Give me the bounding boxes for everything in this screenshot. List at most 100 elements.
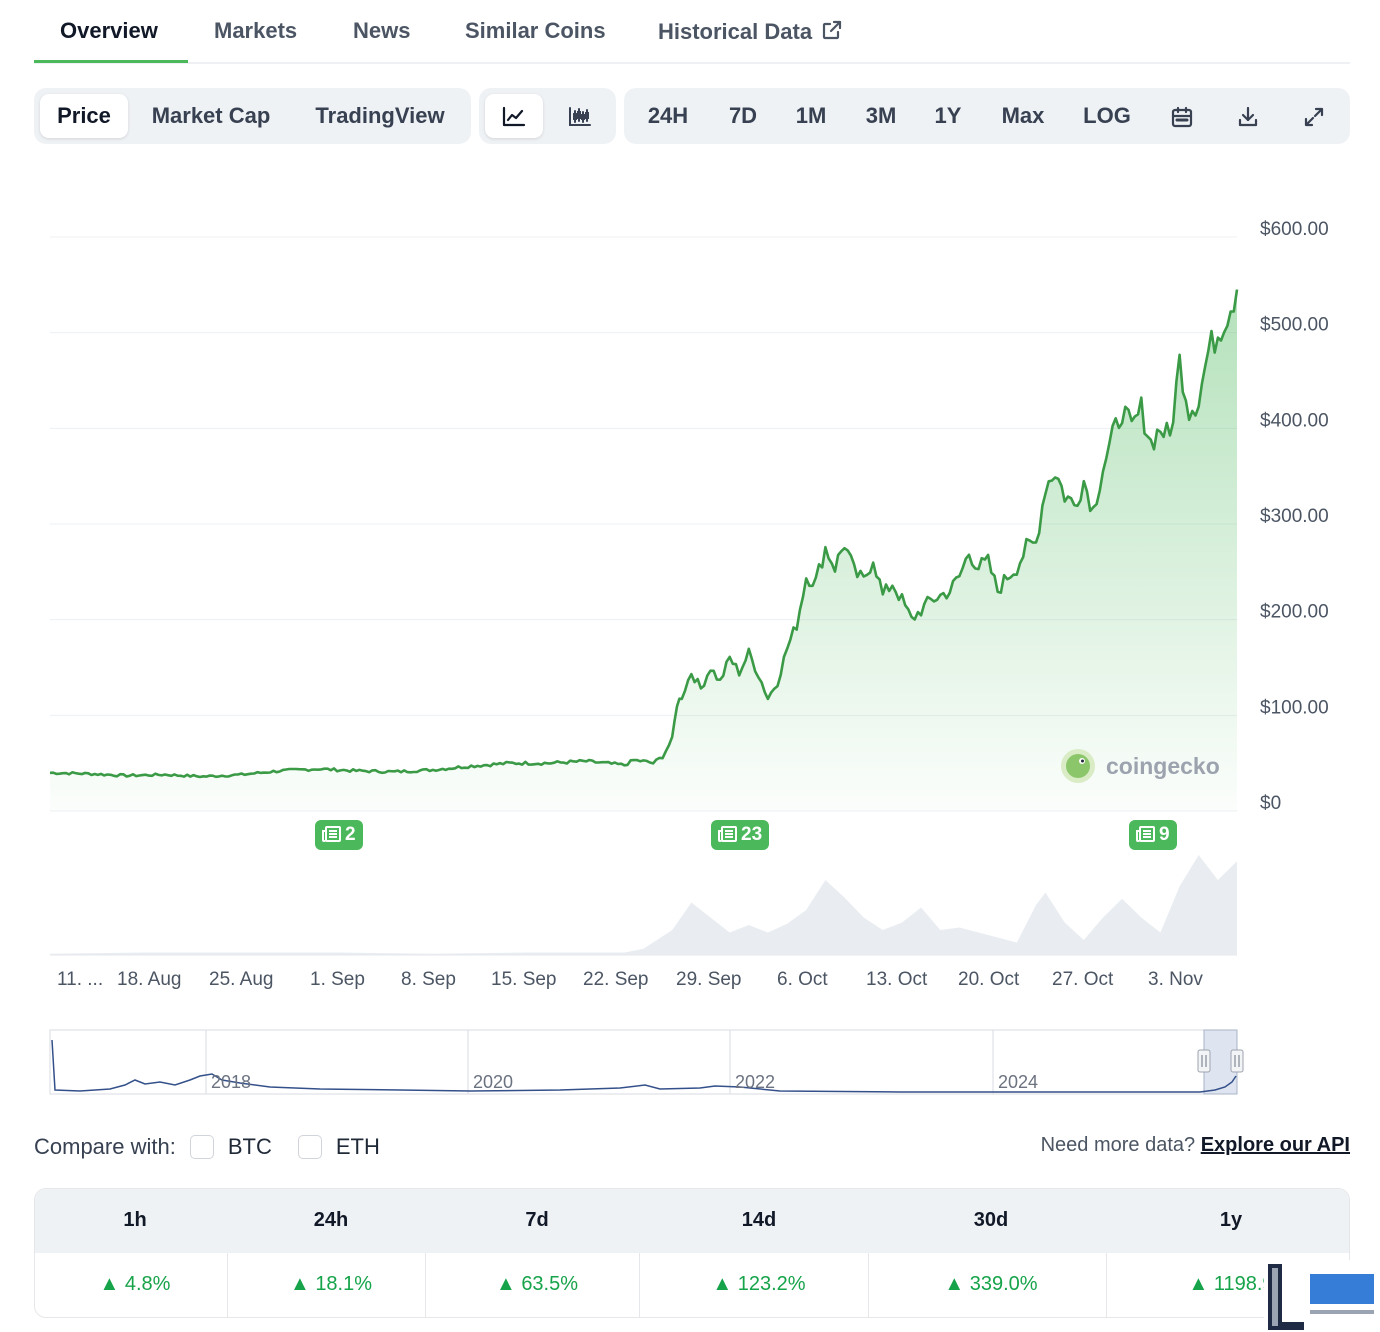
price-line	[49, 289, 1239, 779]
line-chart-icon	[502, 107, 526, 127]
external-link-icon	[820, 18, 844, 48]
change-24h: ▲ 18.1%	[231, 1273, 431, 1296]
eth-checkbox[interactable]	[297, 1135, 322, 1159]
y-tick-label: $100.00	[1260, 697, 1329, 718]
newspaper-icon	[718, 826, 737, 842]
calendar-button[interactable]	[1158, 94, 1206, 138]
x-tick-label: 3. Nov	[1148, 969, 1203, 990]
column-divider	[639, 1253, 640, 1317]
caret-up-icon: ▲	[944, 1273, 965, 1295]
gecko-logo-icon	[1061, 749, 1095, 783]
active-tab-indicator	[34, 60, 188, 63]
change-14d: ▲ 123.2%	[639, 1273, 879, 1296]
change-1y: ▲ 1198.9	[1111, 1273, 1349, 1296]
header-1y: 1y	[1219, 1209, 1243, 1231]
corner-logo	[1264, 1260, 1380, 1332]
coingecko-watermark: coingecko	[1060, 748, 1220, 784]
fullscreen-button[interactable]	[1290, 94, 1338, 138]
news-count: 2	[345, 824, 356, 845]
change-value: 63.5%	[521, 1273, 579, 1295]
navigator-year-label: 2020	[473, 1072, 513, 1092]
range-max-button[interactable]: Max	[1001, 103, 1045, 128]
x-tick-label: 1. Sep	[310, 969, 365, 990]
x-tick-label: 8. Sep	[401, 969, 456, 990]
column-divider	[227, 1253, 228, 1317]
fullscreen-icon	[1304, 108, 1324, 127]
news-count: 9	[1159, 824, 1170, 845]
change-value: 18.1%	[315, 1273, 373, 1295]
performance-table: 1h 24h 7d 14d 30d 1y ▲ 4.8% ▲ 18.1% ▲ 63…	[34, 1188, 1350, 1318]
candlestick-icon	[569, 107, 591, 127]
x-tick-label: 20. Oct	[958, 969, 1020, 990]
navigator-grid	[205, 1030, 994, 1094]
tab-news[interactable]: News	[353, 18, 411, 43]
tab-markets[interactable]: Markets	[214, 18, 298, 43]
caret-up-icon: ▲	[495, 1273, 516, 1295]
x-tick-label: 13. Oct	[866, 969, 928, 990]
tab-similar-coins[interactable]: Similar Coins	[465, 18, 606, 43]
range-1m-button[interactable]: 1M	[795, 103, 827, 128]
watermark-text: coingecko	[1106, 752, 1220, 779]
chart-type-switch: Price Market Cap TradingView	[34, 88, 471, 144]
range-3m-button[interactable]: 3M	[865, 103, 897, 128]
price-button[interactable]: Price	[40, 94, 128, 138]
line-chart-button[interactable]	[485, 94, 543, 138]
change-value: 4.8%	[124, 1273, 171, 1295]
y-tick-label: $500.00	[1260, 315, 1329, 336]
header-14d: 14d	[741, 1209, 777, 1231]
x-axis-labels: 11. ... 18. Aug 25. Aug 1. Sep 8. Sep 15. Sep…	[57, 969, 1203, 990]
news-marker-2[interactable]: 23	[711, 820, 770, 850]
x-tick-label: 15. Sep	[491, 969, 557, 990]
tradingview-button[interactable]: TradingView	[315, 103, 445, 128]
header-24h: 24h	[313, 1209, 349, 1231]
price-area-fill	[50, 289, 1237, 812]
x-tick-label: 18. Aug	[117, 969, 181, 990]
volume-area	[50, 855, 1237, 955]
range-1y-button[interactable]: 1Y	[934, 103, 962, 128]
tab-historical-data-label: Historical Data	[658, 19, 813, 44]
eth-label: ETH	[335, 1134, 380, 1159]
change-1h: ▲ 4.8%	[35, 1273, 235, 1296]
api-promo: Need more data? Explore our API	[1041, 1134, 1350, 1157]
navigator-year-labels: 2018 2020 2022 2024	[211, 1072, 1038, 1092]
navigator-line	[51, 1039, 1237, 1093]
range-24h-button[interactable]: 24H	[647, 103, 689, 128]
tab-overview[interactable]: Overview	[60, 18, 158, 43]
header-7d: 7d	[525, 1209, 549, 1231]
navigator-handle-left[interactable]	[1197, 1049, 1211, 1073]
column-divider	[1106, 1253, 1107, 1317]
x-tick-label: 11. ...	[57, 969, 103, 990]
newspaper-icon	[322, 826, 341, 842]
y-tick-label: $200.00	[1260, 602, 1329, 623]
market-cap-button[interactable]: Market Cap	[151, 103, 271, 128]
explore-api-link[interactable]: Explore our API	[1200, 1134, 1350, 1156]
range-7d-button[interactable]: 7D	[728, 103, 758, 128]
x-tick-label: 27. Oct	[1052, 969, 1114, 990]
tab-historical-data[interactable]: Historical Data	[658, 18, 844, 48]
performance-header	[35, 1189, 1349, 1253]
price-chart[interactable]: $600.00 $500.00 $400.00 $300.00 $200.00 $100.…	[0, 150, 1380, 1110]
x-tick-label: 6. Oct	[777, 969, 828, 990]
navigator-handle-right[interactable]	[1230, 1049, 1244, 1073]
newspaper-icon	[1136, 826, 1155, 842]
caret-up-icon: ▲	[99, 1273, 120, 1295]
calendar-icon	[1171, 107, 1193, 128]
news-marker-3[interactable]: 9	[1129, 820, 1177, 850]
caret-up-icon: ▲	[1188, 1273, 1209, 1295]
candlestick-button[interactable]	[551, 94, 609, 138]
btc-label: BTC	[227, 1134, 272, 1159]
compare-label: Compare with:	[34, 1134, 176, 1159]
change-value: 123.2%	[737, 1273, 806, 1295]
log-scale-button[interactable]: LOG	[1083, 103, 1131, 128]
download-button[interactable]	[1224, 94, 1272, 138]
btc-checkbox[interactable]	[189, 1135, 214, 1159]
top-tabs: Overview Markets News Similar Coins Hist…	[34, 0, 1350, 64]
chart-style-switch	[479, 88, 616, 144]
caret-up-icon: ▲	[289, 1273, 310, 1295]
site-logo-icon	[1268, 1264, 1374, 1330]
news-marker-1[interactable]: 2	[315, 820, 363, 850]
navigator-year-label: 2022	[735, 1072, 775, 1092]
y-axis-labels: $600.00 $500.00 $400.00 $300.00 $200.00 $100.…	[1260, 219, 1329, 814]
range-navigator[interactable]: 2018 2020 2022 2024	[49, 1029, 1244, 1095]
header-30d: 30d	[973, 1209, 1009, 1231]
